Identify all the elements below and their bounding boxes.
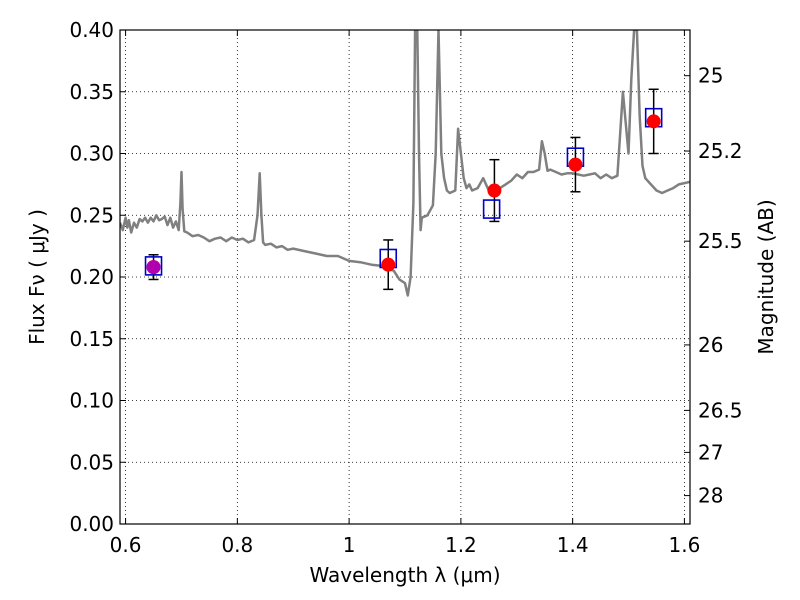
observed-flux-point xyxy=(487,183,502,198)
observed-flux-layer xyxy=(146,114,661,275)
y-tick-label: 0.20 xyxy=(69,265,114,289)
y2-tick-label: 26 xyxy=(698,333,723,357)
errorbar-layer xyxy=(148,88,659,291)
model-photometry-layer xyxy=(144,107,663,276)
tick-layer: 0.6 0.8 1 1.2 1.4 1.6 0.00 0.05 0.10 0.15 0.20 0.25… xyxy=(69,18,742,557)
observed-flux-point xyxy=(646,114,661,129)
y2-tick-label: 25.5 xyxy=(698,229,743,253)
y2-axis-title: Magnitude (AB) xyxy=(754,199,778,354)
x-tick-label: 0.8 xyxy=(221,533,253,557)
grid-layer xyxy=(120,29,690,525)
y-tick-label: 0.05 xyxy=(69,450,114,474)
y2-tick-label: 26.5 xyxy=(698,398,743,422)
y2-tick-label: 25 xyxy=(698,64,723,88)
y-tick-label: 0.25 xyxy=(69,203,114,227)
x-tick-label: 0.6 xyxy=(110,533,142,557)
y-tick-label: 0.15 xyxy=(69,327,114,351)
model-photometry-square xyxy=(144,256,163,276)
y-tick-label: 0.00 xyxy=(69,512,114,536)
y-tick-label: 0.10 xyxy=(69,389,114,413)
x-tick-label: 1.6 xyxy=(669,533,701,557)
y2-tick-label: 25.2 xyxy=(698,139,743,163)
x-tick-label: 1.4 xyxy=(557,533,589,557)
x-tick-label: 1 xyxy=(343,533,356,557)
y2-tick-label: 27 xyxy=(698,440,723,464)
y-axis-title: Flux Fν ( μJy ) xyxy=(25,209,49,345)
y-tick-label: 0.40 xyxy=(69,18,114,42)
x-axis-title: Wavelength λ (μm) xyxy=(309,563,500,587)
observed-flux-point xyxy=(568,157,583,172)
model-photometry-square xyxy=(482,199,501,219)
y-tick-label: 0.30 xyxy=(69,142,114,166)
spectrum-line xyxy=(120,30,690,297)
observed-flux-point xyxy=(381,257,396,272)
y2-tick-label: 28 xyxy=(698,484,723,508)
y-tick-label: 0.35 xyxy=(69,80,114,104)
x-tick-label: 1.2 xyxy=(445,533,477,557)
spectrum-layer xyxy=(120,30,690,297)
overlap-point xyxy=(146,260,161,275)
